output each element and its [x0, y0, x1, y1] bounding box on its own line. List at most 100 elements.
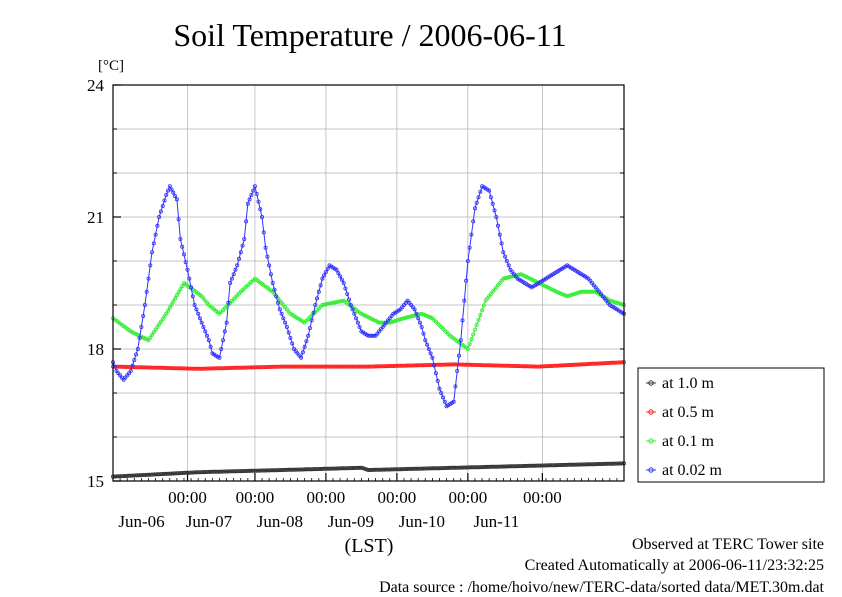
series-point: [135, 346, 140, 351]
series-point: [446, 362, 451, 367]
series-point: [226, 365, 231, 370]
series-point: [552, 463, 557, 468]
series-point: [558, 363, 563, 368]
series-point: [476, 317, 481, 322]
series-point: [123, 473, 128, 478]
series-point: [235, 469, 240, 474]
series-point: [134, 352, 139, 357]
series-point: [309, 318, 314, 323]
series-point: [467, 465, 472, 470]
series-point: [194, 307, 199, 312]
series-point: [176, 290, 181, 295]
series-point: [488, 464, 493, 469]
legend-box: [637, 367, 825, 483]
series-point: [432, 466, 437, 471]
series-at-1-0-m: [111, 461, 627, 479]
series-point: [501, 250, 506, 255]
series-point: [487, 188, 492, 193]
series-point: [142, 302, 147, 307]
series-point: [464, 278, 469, 283]
series-point: [384, 364, 389, 369]
series-point: [455, 465, 460, 470]
series-point: [242, 236, 247, 241]
series-point: [350, 307, 355, 312]
series-point: [567, 293, 572, 298]
series-point: [501, 276, 506, 281]
series-point: [174, 197, 179, 202]
series-point: [453, 362, 458, 367]
series-point: [334, 267, 339, 272]
series-point: [471, 332, 476, 337]
x-axis-label: (LST): [345, 535, 394, 557]
series-point: [169, 302, 174, 307]
series-point: [137, 365, 142, 370]
series-point: [433, 371, 438, 376]
series-point: [176, 366, 181, 371]
series-point: [226, 300, 231, 305]
series-point: [355, 320, 360, 325]
series-point: [160, 317, 165, 322]
series-point: [204, 469, 209, 474]
series-point: [288, 335, 293, 340]
series-point: [538, 364, 543, 369]
series-point: [343, 466, 348, 471]
series-point: [469, 337, 474, 342]
series-point: [244, 219, 249, 224]
x-tick-time-label: 00:00: [236, 488, 275, 507]
series-point: [522, 463, 527, 468]
series-point: [284, 324, 289, 329]
series-point: [545, 364, 550, 369]
series-point: [339, 298, 344, 303]
series-point: [173, 194, 178, 199]
series-point: [531, 463, 536, 468]
series-point: [199, 470, 204, 475]
series-point: [579, 362, 584, 367]
series-point: [149, 250, 154, 255]
series-point: [162, 198, 167, 203]
series-point: [144, 365, 149, 370]
series-point: [506, 275, 511, 280]
series-point: [313, 302, 318, 307]
series-point: [322, 302, 327, 307]
series-point: [591, 361, 596, 366]
series-point: [151, 241, 156, 246]
series-point: [316, 466, 321, 471]
series-point: [448, 362, 453, 367]
series-point: [236, 256, 241, 261]
series-point: [128, 473, 133, 478]
series-point: [213, 366, 218, 371]
series-point: [472, 206, 477, 211]
series-point: [440, 466, 445, 471]
series-point: [174, 293, 179, 298]
series-point: [563, 462, 568, 467]
series-point: [302, 344, 307, 349]
x-tick-date-label: Jun-09: [328, 512, 374, 531]
series-point: [245, 468, 250, 473]
series-point: [508, 464, 513, 469]
series-point: [510, 363, 515, 368]
series-point: [220, 338, 225, 343]
series-point: [330, 300, 335, 305]
series-point: [412, 307, 417, 312]
series-point: [247, 197, 252, 202]
series-point: [414, 466, 419, 471]
series-point: [524, 364, 529, 369]
series-point: [323, 466, 328, 471]
series-point: [499, 241, 504, 246]
series-point: [173, 296, 178, 301]
x-tick-time-label: 00:00: [307, 488, 346, 507]
series-point: [338, 299, 343, 304]
series-point: [268, 272, 273, 277]
series-point: [570, 462, 575, 467]
series-point: [554, 289, 559, 294]
series-point: [606, 360, 611, 365]
series-point: [455, 368, 460, 373]
legend-label: at 0.1 m: [662, 433, 715, 450]
series-point: [572, 291, 577, 296]
series-point: [391, 363, 396, 368]
series-point: [359, 465, 364, 470]
series-point: [275, 364, 280, 369]
series-point: [183, 366, 188, 371]
series-point: [274, 294, 279, 299]
series-point: [425, 342, 430, 347]
